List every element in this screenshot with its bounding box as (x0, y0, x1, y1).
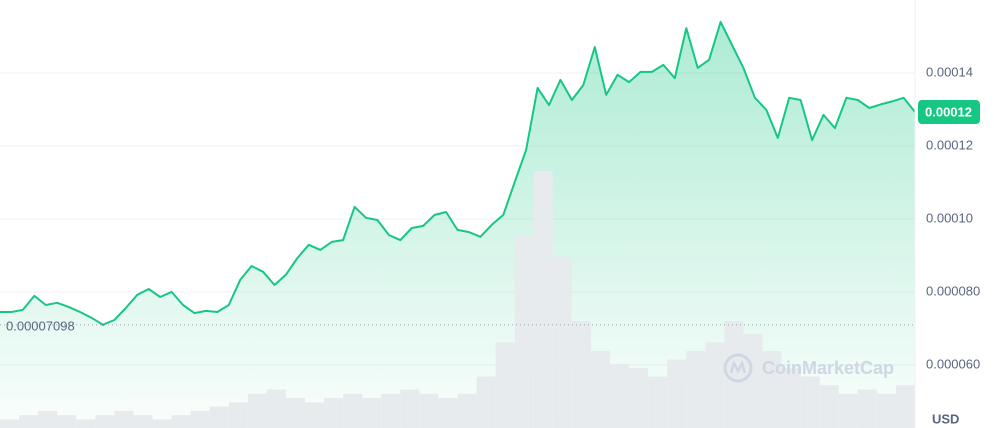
volume-bar (895, 385, 915, 428)
volume-bar (476, 376, 496, 428)
y-tick-label: 0.00012 (926, 137, 973, 152)
volume-bar (228, 402, 248, 428)
volume-bar (19, 415, 39, 428)
volume-bar (209, 406, 229, 428)
volume-bar (629, 368, 649, 428)
y-tick-label: 0.00014 (926, 64, 973, 79)
currency-label: USD (932, 411, 959, 426)
y-tick-label: 0.000060 (926, 356, 980, 371)
y-tick-label: 0.000080 (926, 283, 980, 298)
y-tick-label: 0.00010 (926, 210, 973, 225)
volume-bar (381, 393, 401, 428)
volume-bar (743, 333, 763, 428)
volume-bar (705, 342, 725, 428)
volume-bar (724, 321, 744, 428)
volume-bar (324, 398, 344, 428)
price-badge-text: 0.00012 (925, 104, 972, 119)
price-badge: 0.00012 (918, 100, 980, 125)
volume-bar (76, 419, 96, 428)
volume-bar (533, 171, 553, 428)
volume-bar (610, 363, 630, 428)
volume-bar (590, 350, 610, 428)
volume-bar (838, 393, 858, 428)
volume-bar (133, 415, 153, 428)
volume-bar (247, 393, 267, 428)
volume-bar (152, 419, 172, 428)
volume-bar (571, 321, 591, 428)
volume-bar (800, 376, 820, 428)
watermark-text: CoinMarketCap (762, 358, 894, 378)
price-area (0, 21, 915, 428)
volume-bar (552, 256, 572, 428)
volume-bar (114, 410, 134, 428)
volume-bar (419, 393, 439, 428)
volume-bar (38, 410, 58, 428)
volume-bar (305, 402, 325, 428)
volume-bar (285, 398, 305, 428)
volume-bar (266, 389, 286, 428)
volume-bar (648, 376, 668, 428)
volume-bar (362, 398, 382, 428)
volume-bar (0, 419, 20, 428)
price-line (0, 20, 916, 326)
volume-bar (95, 415, 115, 428)
volume-bar (438, 398, 458, 428)
volume-bar (171, 415, 191, 428)
volume-bar (857, 389, 877, 428)
volume-bar (190, 410, 210, 428)
volume-bar (781, 368, 801, 428)
price-badge-bg (918, 100, 980, 125)
volume-bar (667, 359, 687, 428)
volume-bar (762, 350, 782, 428)
volume-bar (514, 235, 534, 428)
volume-bar (343, 393, 363, 428)
volume-bar (876, 393, 896, 428)
volume-bar (686, 350, 706, 428)
volume-bar (400, 389, 420, 428)
volume-bar (57, 415, 77, 428)
volume-bar (819, 385, 839, 428)
volume-bar (495, 342, 515, 428)
volume-bar (457, 393, 477, 428)
baseline-label: 0.00007098 (6, 318, 75, 333)
watermark: CoinMarketCap (723, 353, 894, 383)
